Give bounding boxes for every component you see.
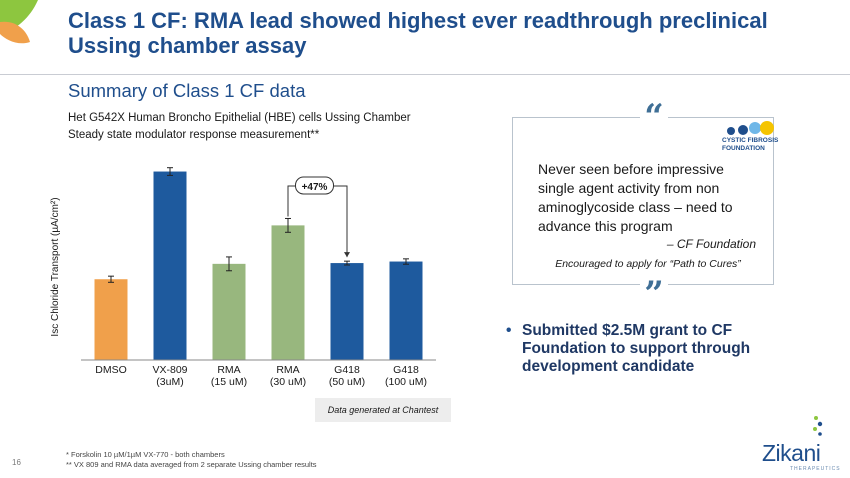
category-label-line-2: (50 uM) — [328, 376, 366, 388]
bar-5 — [389, 261, 423, 360]
quote-attribution: – CF Foundation — [666, 237, 756, 251]
quote-box — [512, 117, 774, 285]
annotation-label: +47% — [302, 182, 328, 193]
category-label-4: G418 (50 uM) — [317, 364, 377, 388]
zikani-tagline: THERAPEUTICS — [790, 466, 841, 472]
bar-1 — [153, 171, 187, 360]
bar-0 — [94, 279, 128, 360]
bar-2 — [212, 263, 246, 360]
cff-name-line-1: CYSTIC FIBROSIS — [722, 137, 779, 144]
category-label-0: DMSO — [81, 364, 141, 376]
category-label-1: VX-809 (3uM) — [140, 364, 200, 388]
category-label-line-2: (3uM) — [156, 376, 184, 388]
category-label-5: G418 (100 uM) — [376, 364, 436, 388]
slide-title: Class 1 CF: RMA lead showed highest ever… — [68, 8, 768, 58]
category-label-2: RMA (15 uM) — [199, 364, 259, 388]
footnote-2: ** VX 809 and RMA data averaged from 2 s… — [66, 460, 317, 469]
page-number: 16 — [12, 458, 21, 467]
quote-encouragement: Encouraged to apply for “Path to Cures” — [555, 258, 741, 270]
quote-text: Never seen before impressive single agen… — [538, 161, 733, 234]
category-label-line-2: (15 uM) — [210, 376, 248, 388]
bar-chart: Isc Chloride Transport (µA/cm²) +47% DMSO… — [44, 150, 464, 440]
category-label-line-1: G418 — [393, 364, 419, 376]
category-label-3: RMA (30 uM) — [258, 364, 318, 388]
y-axis-label: Isc Chloride Transport (µA/cm²) — [50, 197, 61, 336]
annotation-arrowhead — [344, 252, 350, 258]
cff-name-line-2: FOUNDATION — [722, 145, 765, 152]
category-label-line-1: G418 — [334, 364, 360, 376]
cff-logo-text: CYSTIC FIBROSIS FOUNDATION — [722, 137, 778, 153]
description-line-2: Steady state modulator response measurem… — [68, 129, 320, 141]
category-label-line-2: (100 uM) — [384, 376, 427, 388]
cff-logo-icon — [727, 121, 774, 135]
close-quote-icon: ” — [640, 276, 668, 312]
section-subtitle: Summary of Class 1 CF data — [68, 80, 306, 101]
open-quote-icon: “ — [640, 96, 668, 137]
bar-chart-svg: Isc Chloride Transport (µA/cm²) +47% — [50, 167, 436, 361]
data-source-note: Data generated at Chantest — [315, 398, 451, 422]
chart-description: Het G542X Human Broncho Epithelial (HBE)… — [68, 110, 411, 144]
bullet-text: Submitted $2.5M grant to CF Foundation t… — [522, 322, 751, 375]
bar-4 — [330, 263, 364, 360]
category-label-line-1: RMA — [276, 364, 300, 376]
bullet-dot-icon: • — [506, 322, 512, 339]
annotation-badge — [295, 176, 334, 195]
footnotes: * Forskolin 10 µM/1µM VX-770 - both cham… — [66, 450, 317, 470]
corner-leaf-logo — [0, 0, 38, 44]
grant-bullet: • Submitted $2.5M grant to CF Foundation… — [506, 322, 796, 376]
footnote-1: * Forskolin 10 µM/1µM VX-770 - both cham… — [66, 450, 225, 459]
bar-3 — [271, 225, 305, 360]
zikani-logo-icon — [813, 416, 823, 436]
category-label-line-1: RMA — [217, 364, 241, 376]
category-label-line-2: (30 uM) — [269, 376, 307, 388]
description-line-1: Het G542X Human Broncho Epithelial (HBE)… — [68, 112, 411, 124]
category-label-line-1: VX-809 — [152, 364, 188, 376]
title-divider — [0, 74, 850, 75]
category-label-line-1: DMSO — [95, 364, 127, 376]
zikani-wordmark: Zikani — [762, 440, 821, 466]
